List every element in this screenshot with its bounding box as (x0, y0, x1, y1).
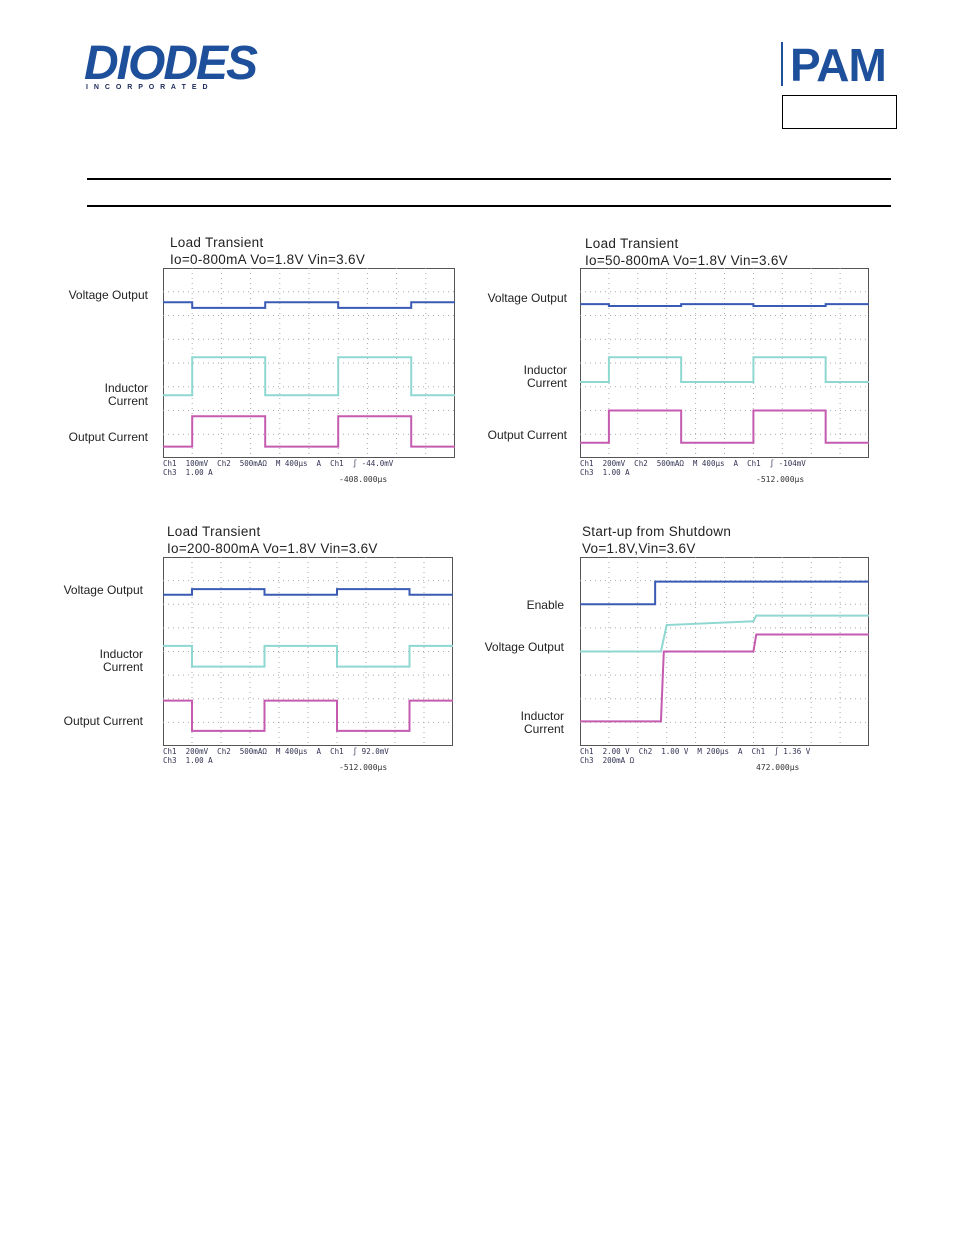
trace (163, 699, 453, 732)
readout: Ch3 1.00 A (580, 468, 630, 477)
trace-label: Inductor Current (520, 709, 564, 736)
readout: Ch1 200mV Ch2 500mAΩ M 400µs A Ch1 ∫ -10… (580, 459, 806, 468)
readout: Ch1 100mV Ch2 500mAΩ M 400µs A Ch1 ∫ -44… (163, 459, 394, 468)
trigger: 472.000µs (756, 763, 800, 772)
trigger: -408.000µs (339, 475, 388, 484)
trace-label: Output Current (68, 430, 148, 444)
trace-label: Enable (526, 598, 564, 612)
logo-sub: I N C O R P O R A T E D (86, 84, 210, 91)
scope-screen (580, 557, 869, 746)
trace (580, 614, 869, 653)
scope-screen (163, 268, 455, 458)
rule (87, 205, 891, 207)
brand: PAM (790, 39, 887, 91)
trace-label: Inductor Current (523, 363, 567, 390)
scope-screen (163, 557, 453, 746)
trace-label: Inductor Current (104, 381, 148, 408)
trace-label: Output Current (487, 428, 567, 442)
scope-screen (580, 268, 869, 458)
scope-title: Load Transient (585, 236, 679, 251)
trace-label: Output Current (63, 714, 143, 728)
trace (163, 588, 453, 596)
box (782, 95, 897, 129)
scope-title: Start-up from Shutdown (582, 524, 732, 539)
scope-subtitle: Io=50-800mA Vo=1.8V Vin=3.6V (585, 253, 788, 268)
readout: Ch3 200mA Ω (580, 756, 635, 765)
logo: DIODES (84, 37, 258, 90)
scope-subtitle: Io=200-800mA Vo=1.8V Vin=3.6V (167, 541, 378, 556)
trace-label: Voltage Output (63, 583, 143, 597)
trace-label: Voltage Output (68, 288, 148, 302)
scope-title: Load Transient (167, 524, 261, 539)
rule (87, 178, 891, 180)
trace (580, 303, 869, 307)
readout: Ch3 1.00 A (163, 468, 213, 477)
scope-subtitle: Vo=1.8V,Vin=3.6V (582, 541, 696, 556)
trace (163, 644, 453, 668)
trace (163, 301, 455, 309)
trace-label: Voltage Output (487, 291, 567, 305)
trigger: -512.000µs (756, 475, 805, 484)
trace (580, 633, 869, 723)
trace (580, 409, 869, 444)
trace (580, 356, 869, 383)
rule (781, 42, 783, 86)
trace-label: Voltage Output (484, 640, 564, 654)
trace (580, 580, 869, 606)
trigger: -512.000µs (339, 763, 388, 772)
readout: Ch1 2.00 V Ch2 1.00 V M 200µs A Ch1 ∫ 1.… (580, 747, 811, 756)
scope-subtitle: Io=0-800mA Vo=1.8V Vin=3.6V (170, 252, 366, 267)
readout: Ch1 200mV Ch2 500mAΩ M 400µs A Ch1 ∫ 92.… (163, 747, 389, 756)
trace (163, 415, 455, 448)
scope-title: Load Transient (170, 235, 264, 250)
trace (163, 356, 455, 397)
readout: Ch3 1.00 A (163, 756, 213, 765)
trace-label: Inductor Current (99, 647, 143, 674)
